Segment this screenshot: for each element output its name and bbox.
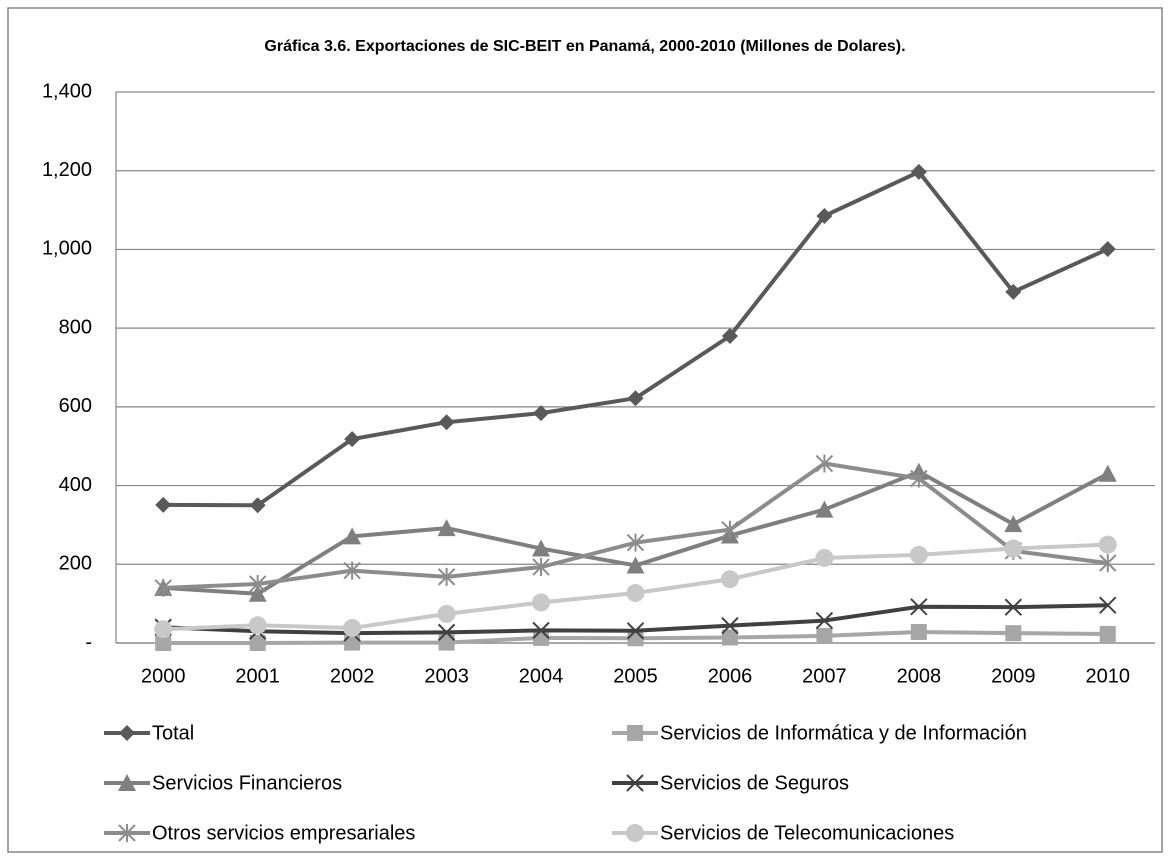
marker	[815, 454, 834, 473]
marker	[154, 578, 172, 597]
x-tick-label: 2009	[991, 665, 1036, 687]
marker	[816, 627, 833, 644]
y-tick-label: 1,000	[42, 238, 92, 260]
marker	[343, 527, 362, 545]
marker	[815, 500, 834, 518]
marker	[532, 539, 551, 557]
marker	[815, 611, 834, 630]
marker	[815, 548, 834, 567]
marker	[626, 584, 645, 603]
marker	[344, 634, 361, 651]
chart-border	[7, 7, 1163, 853]
marker	[437, 623, 456, 642]
x-tick-label: 2002	[330, 665, 375, 687]
marker	[626, 824, 644, 842]
marker	[1004, 539, 1023, 558]
marker	[155, 635, 172, 651]
marker	[533, 405, 550, 422]
marker	[1099, 625, 1116, 642]
marker	[118, 824, 136, 842]
marker	[721, 629, 738, 646]
marker	[438, 634, 455, 651]
x-tick-label: 2006	[708, 665, 753, 687]
marker	[119, 725, 135, 741]
legend-label: Servicios de Informática y de Informació…	[660, 722, 1027, 744]
chart-title: Gráfica 3.6. Exportaciones de SIC-BEIT e…	[264, 38, 905, 55]
marker	[627, 390, 644, 407]
x-tick-label: 2007	[802, 665, 847, 687]
marker	[249, 635, 266, 651]
marker	[343, 619, 362, 638]
marker	[1005, 283, 1022, 300]
marker	[248, 574, 267, 593]
marker	[437, 604, 456, 623]
marker	[118, 774, 136, 791]
marker	[344, 431, 361, 448]
y-tick-label: 200	[59, 553, 92, 575]
marker	[437, 519, 456, 537]
legend-label: Servicios de Seguros	[660, 772, 849, 794]
marker	[532, 621, 550, 640]
marker	[910, 598, 928, 616]
marker	[1004, 598, 1023, 616]
legend-label: Servicios de Telecomunicaciones	[660, 822, 954, 844]
legend-label: Servicios Financieros	[152, 772, 342, 794]
legend-label: Otros servicios empresariales	[152, 822, 415, 844]
y-tick-label: -	[85, 631, 92, 653]
marker	[532, 558, 550, 577]
y-tick-label: 400	[59, 474, 92, 496]
marker	[343, 561, 361, 580]
marker	[720, 570, 739, 589]
marker	[154, 620, 173, 639]
y-tick-label: 600	[59, 395, 92, 417]
marker	[1099, 596, 1117, 614]
marker	[155, 496, 172, 513]
marker	[1098, 464, 1117, 482]
x-tick-label: 2010	[1086, 665, 1131, 687]
marker	[909, 545, 928, 564]
marker	[1005, 625, 1022, 642]
marker	[248, 616, 267, 635]
x-tick-label: 2001	[235, 665, 280, 687]
x-tick-label: 2005	[613, 665, 658, 687]
marker	[249, 497, 266, 514]
marker	[721, 520, 739, 539]
y-tick-label: 1,400	[42, 80, 92, 102]
y-tick-label: 800	[59, 316, 92, 338]
x-tick-label: 2000	[141, 665, 186, 687]
marker	[1098, 535, 1117, 554]
marker	[626, 774, 644, 792]
marker	[1099, 241, 1116, 258]
marker	[910, 623, 927, 640]
marker	[721, 616, 739, 635]
marker	[438, 414, 455, 431]
marker	[437, 567, 456, 586]
marker	[627, 725, 643, 741]
marker	[1099, 554, 1117, 573]
marker	[532, 593, 551, 612]
y-tick-label: 1,200	[42, 159, 92, 181]
marker	[721, 328, 738, 345]
marker	[910, 469, 928, 488]
marker	[1004, 515, 1023, 533]
marker	[910, 163, 927, 180]
marker	[248, 584, 267, 602]
x-tick-label: 2003	[424, 665, 469, 687]
x-tick-label: 2004	[519, 665, 564, 687]
marker	[626, 622, 645, 640]
marker	[816, 207, 833, 224]
marker	[626, 556, 645, 574]
legend-label: Total	[152, 722, 194, 744]
x-tick-label: 2008	[897, 665, 942, 687]
marker	[626, 533, 645, 552]
